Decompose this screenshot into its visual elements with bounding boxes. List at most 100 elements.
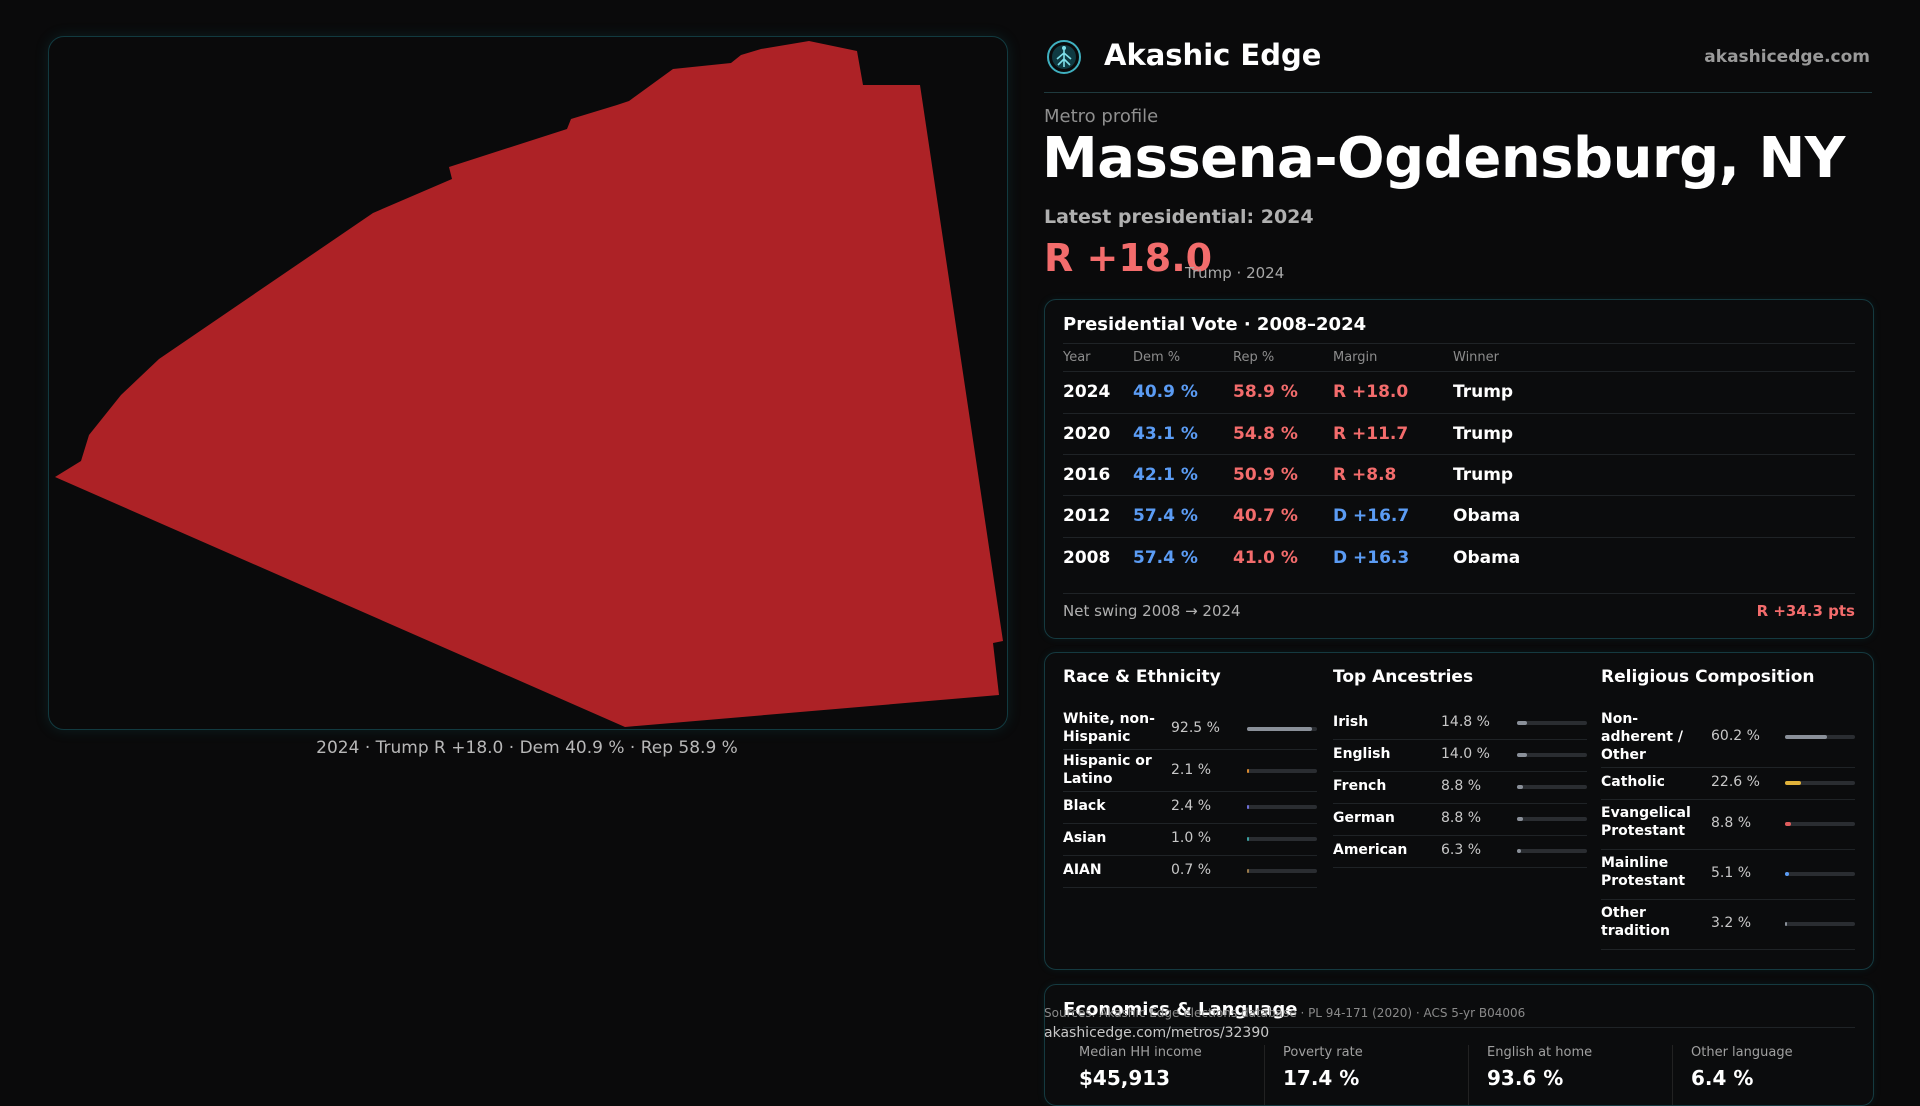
latest-presidential-label: Latest presidential: 2024: [1044, 206, 1314, 228]
religion-row: Other tradition 3.2 %: [1601, 899, 1855, 950]
ancestry-bar-fill: [1517, 785, 1523, 789]
year-cell: 2008: [1063, 548, 1111, 568]
section-title: Religious Composition: [1601, 667, 1815, 687]
race-percent: 0.7 %: [1171, 862, 1212, 878]
metro-boundary-shape[interactable]: [55, 41, 1003, 727]
race-row: Hispanic or Latino 2.1 %: [1063, 749, 1317, 792]
race-row: White, non-Hispanic 92.5 %: [1063, 707, 1317, 750]
brand-name[interactable]: Akashic Edge: [1104, 38, 1322, 72]
religion-label: Non-adherent / Other: [1601, 711, 1683, 763]
race-bar-fill: [1247, 837, 1249, 841]
year-cell: 2012: [1063, 506, 1111, 526]
ancestry-bar-fill: [1517, 721, 1527, 725]
ancestry-bar-track: [1517, 817, 1587, 821]
race-label: AIAN: [1063, 862, 1102, 878]
religion-bar-fill: [1785, 781, 1801, 785]
year-cell: 2020: [1063, 424, 1111, 444]
ancestry-label: German: [1333, 810, 1395, 826]
rep-pct-cell: 50.9 %: [1233, 465, 1298, 485]
dem-pct-cell: 42.1 %: [1133, 465, 1198, 485]
race-bar-track: [1247, 805, 1317, 809]
winner-cell: Trump: [1453, 424, 1514, 444]
rep-pct-cell: 58.9 %: [1233, 382, 1298, 402]
ancestry-label: English: [1333, 746, 1391, 762]
site-link[interactable]: akashicedge.com: [1704, 47, 1870, 67]
year-cell: 2016: [1063, 465, 1111, 485]
religion-percent: 22.6 %: [1711, 774, 1760, 790]
metro-map[interactable]: [49, 37, 1007, 729]
religion-bar-fill: [1785, 922, 1787, 926]
stat-value: 17.4 %: [1283, 1066, 1360, 1090]
profile-eyebrow: Metro profile: [1044, 106, 1159, 127]
stat-english-at-home: English at home 93.6 %: [1487, 1045, 1592, 1090]
religion-bar-fill: [1785, 735, 1827, 739]
section-title: Race & Ethnicity: [1063, 667, 1221, 687]
race-bar-fill: [1247, 805, 1249, 809]
table-row: 2016 42.1 % 50.9 % R +8.8 Trump: [1063, 454, 1855, 497]
religion-percent: 60.2 %: [1711, 728, 1760, 744]
table-row: 2008 57.4 % 41.0 % D +16.3 Obama: [1063, 537, 1855, 580]
ancestry-label: American: [1333, 842, 1408, 858]
religion-percent: 8.8 %: [1711, 815, 1752, 831]
religion-percent: 5.1 %: [1711, 865, 1752, 881]
column-header-margin: Margin: [1333, 350, 1378, 365]
ancestry-label: Irish: [1333, 714, 1369, 730]
ancestry-bar-track: [1517, 753, 1587, 757]
section-title: Top Ancestries: [1333, 667, 1474, 687]
religion-bar-track: [1785, 872, 1855, 876]
ancestry-row: Irish 14.8 %: [1333, 707, 1587, 740]
rep-pct-cell: 41.0 %: [1233, 548, 1298, 568]
stat-value: 6.4 %: [1691, 1066, 1754, 1090]
site-header: Akashic Edge akashicedge.com: [1044, 36, 1872, 93]
margin-cell: D +16.7: [1333, 506, 1410, 526]
winner-cell: Trump: [1453, 382, 1514, 402]
religion-bar-fill: [1785, 872, 1789, 876]
margin-cell: R +11.7: [1333, 424, 1409, 444]
winner-cell: Trump: [1453, 465, 1514, 485]
race-bar-track: [1247, 837, 1317, 841]
race-label: White, non-Hispanic: [1063, 711, 1155, 745]
ancestry-bar-fill: [1517, 753, 1527, 757]
stat-label: English at home: [1487, 1045, 1593, 1060]
stat-value: $45,913: [1079, 1066, 1171, 1090]
religion-bar-track: [1785, 922, 1855, 926]
table-row: 2012 57.4 % 40.7 % D +16.7 Obama: [1063, 495, 1855, 538]
rep-pct-cell: 40.7 %: [1233, 506, 1298, 526]
race-label: Black: [1063, 798, 1106, 814]
religion-bar-track: [1785, 781, 1855, 785]
race-bar-fill: [1247, 869, 1249, 873]
religion-bar-track: [1785, 822, 1855, 826]
net-swing-value: R +34.3 pts: [1756, 602, 1855, 620]
divider: [1672, 1045, 1673, 1105]
ancestry-label: French: [1333, 778, 1387, 794]
ancestry-row: German 8.8 %: [1333, 803, 1587, 836]
race-bar-track: [1247, 869, 1317, 873]
ancestry-bar-fill: [1517, 817, 1523, 821]
margin-cell: R +18.0: [1333, 382, 1409, 402]
religion-bar-track: [1785, 735, 1855, 739]
ancestry-row: American 6.3 %: [1333, 835, 1587, 868]
demographics-card: Race & Ethnicity White, non-Hispanic 92.5…: [1044, 652, 1874, 970]
ancestry-row: French 8.8 %: [1333, 771, 1587, 804]
religion-label: Evangelical Protestant: [1601, 805, 1691, 839]
race-label: Asian: [1063, 830, 1107, 846]
race-row: Black 2.4 %: [1063, 791, 1317, 824]
dem-pct-cell: 43.1 %: [1133, 424, 1198, 444]
race-bar-track: [1247, 727, 1317, 731]
race-percent: 2.1 %: [1171, 762, 1212, 778]
race-bar-track: [1247, 769, 1317, 773]
stat-label: Median HH income: [1079, 1045, 1202, 1060]
economics-card: Economics & Language Median HH income $4…: [1044, 984, 1874, 1106]
sources-note: Sources: Akashic Edge elections database…: [1044, 1006, 1526, 1020]
net-swing-label: Net swing 2008 → 2024: [1063, 602, 1241, 620]
map-panel[interactable]: [48, 36, 1008, 730]
permalink[interactable]: akashicedge.com/metros/32390: [1044, 1025, 1270, 1041]
tree-of-life-icon[interactable]: [1046, 39, 1082, 75]
ancestry-percent: 8.8 %: [1441, 810, 1482, 826]
race-percent: 2.4 %: [1171, 798, 1212, 814]
column-header-rep: Rep %: [1233, 350, 1275, 365]
divider: [1468, 1045, 1469, 1105]
winner-cell: Obama: [1453, 506, 1521, 526]
stat-poverty-rate: Poverty rate 17.4 %: [1283, 1045, 1363, 1090]
margin-cell: D +16.3: [1333, 548, 1410, 568]
